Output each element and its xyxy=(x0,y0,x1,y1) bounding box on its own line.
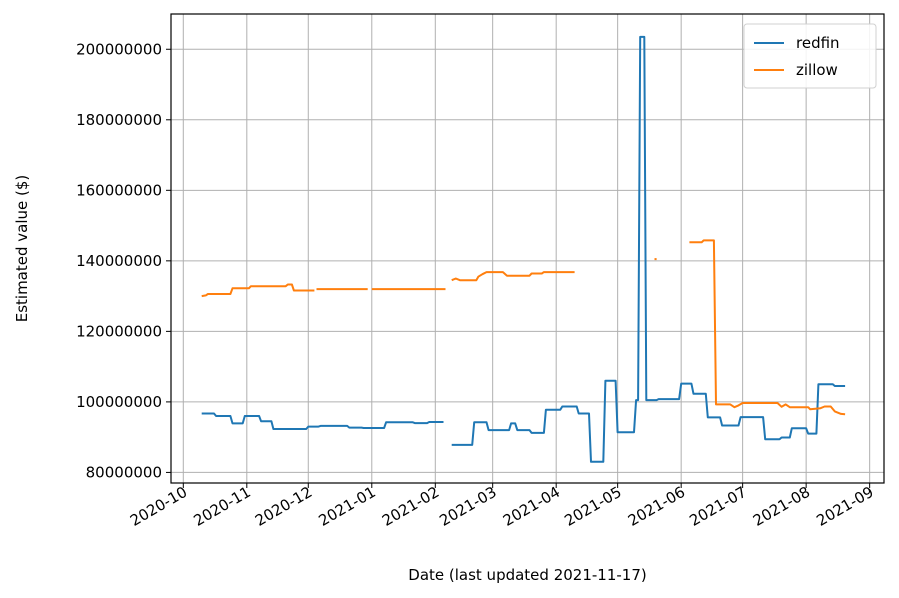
y-tick-label: 160000000 xyxy=(76,181,162,199)
y-tick-label: 100000000 xyxy=(76,393,162,411)
y-tick-label: 80000000 xyxy=(86,463,162,481)
series-line-redfin xyxy=(201,412,444,430)
y-tick-label: 180000000 xyxy=(76,111,162,129)
x-tick-label: 2021-07 xyxy=(686,483,749,530)
legend-label-redfin: redfin xyxy=(796,34,840,52)
x-tick-label: 2021-01 xyxy=(315,483,378,530)
x-tick-label: 2020-12 xyxy=(252,483,315,530)
x-tick-label: 2021-05 xyxy=(561,483,624,530)
x-tick-label: 2020-11 xyxy=(191,483,254,530)
series-line-redfin xyxy=(451,35,846,463)
series-line-zillow xyxy=(201,283,315,298)
x-tick-label: 2021-09 xyxy=(813,483,876,530)
series-line-zillow xyxy=(689,239,846,416)
series-line-zillow xyxy=(451,271,575,282)
x-tick-label: 2021-06 xyxy=(625,483,688,530)
x-tick-label: 2021-02 xyxy=(379,483,442,530)
x-tick-label: 2021-04 xyxy=(500,483,563,530)
y-tick-label: 200000000 xyxy=(76,40,162,58)
series-lines xyxy=(201,35,846,463)
y-tick-label: 120000000 xyxy=(76,322,162,340)
y-tick-label: 140000000 xyxy=(76,252,162,270)
grid xyxy=(171,14,884,483)
y-axis-ticks: 80000000 100000000 120000000 140000000 16000… xyxy=(76,40,171,481)
x-axis-label: Date (last updated 2021-11-17) xyxy=(408,566,646,584)
plot-frame xyxy=(170,13,885,484)
legend-box xyxy=(743,23,877,89)
x-tick-label: 2020-10 xyxy=(127,483,190,530)
x-tick-label: 2021-08 xyxy=(750,483,813,530)
legend: redfin zillow xyxy=(743,23,877,89)
legend-label-zillow: zillow xyxy=(796,61,838,79)
y-axis-label: Estimated value ($) xyxy=(13,175,31,323)
x-tick-label: 2021-03 xyxy=(436,483,499,530)
